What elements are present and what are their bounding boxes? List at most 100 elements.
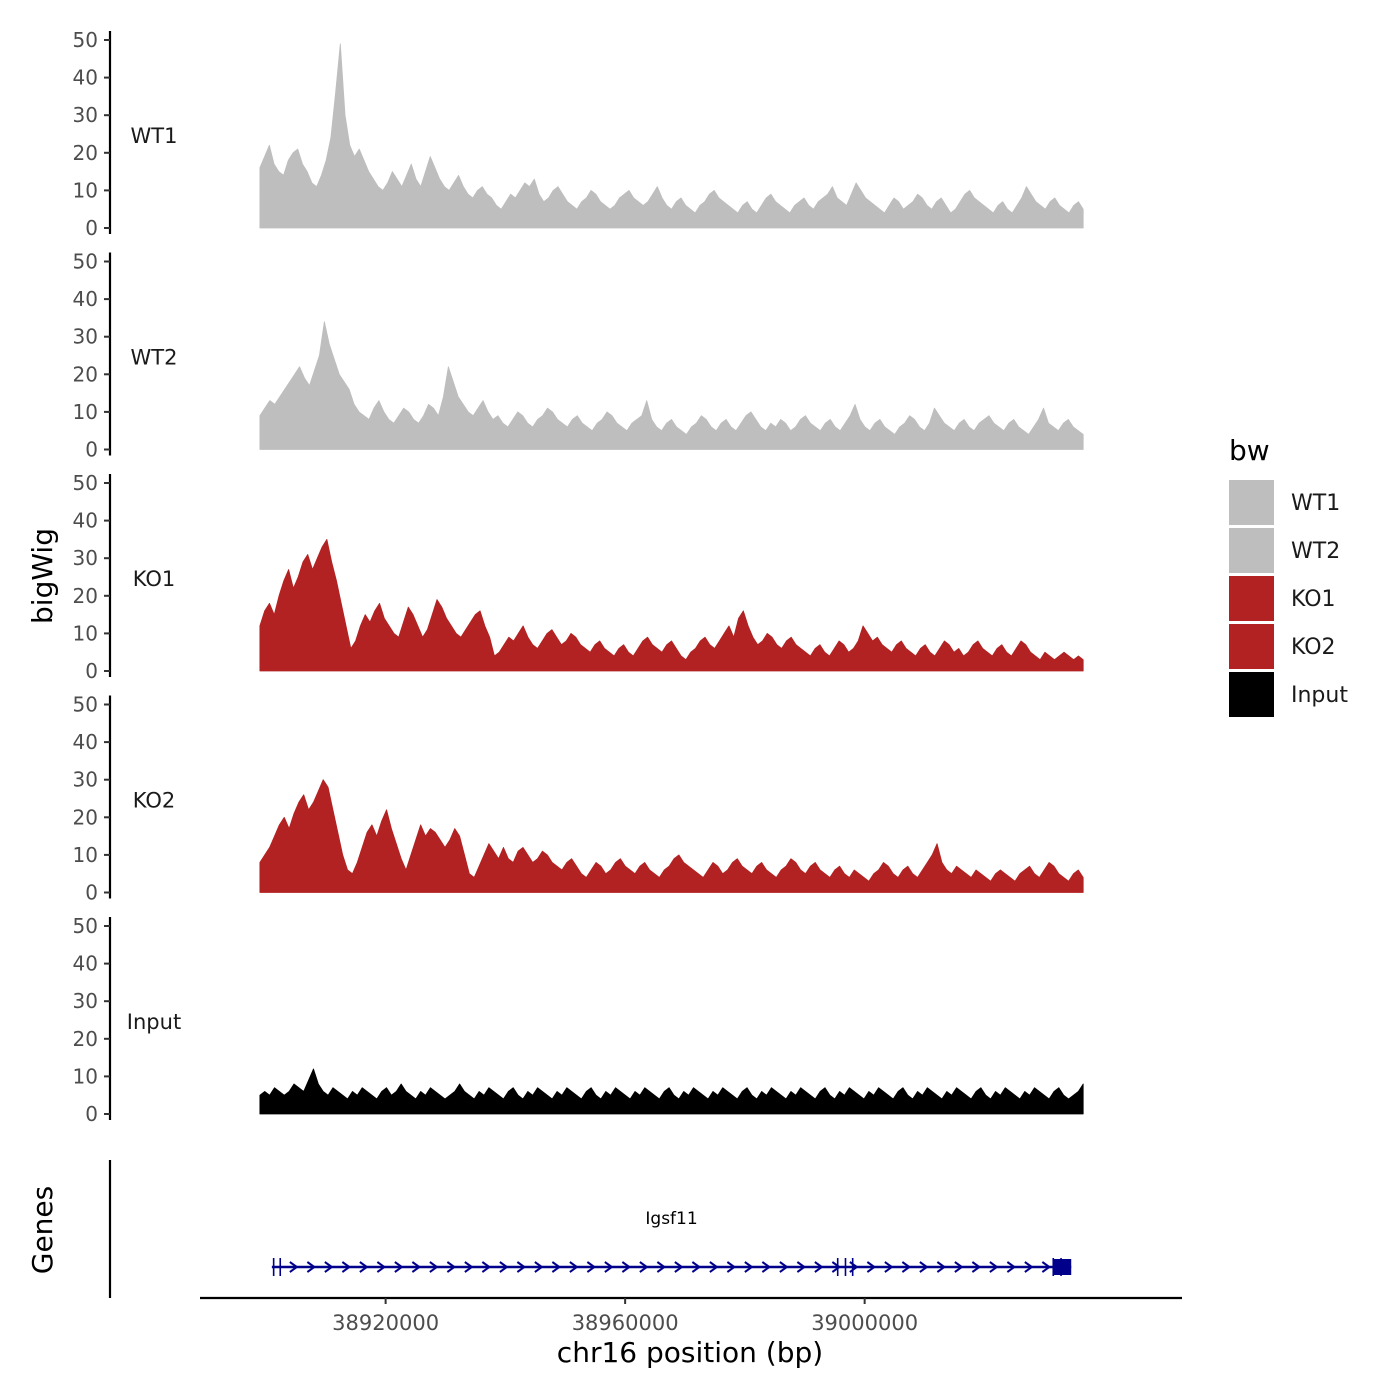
strand-arrow (551, 1261, 562, 1273)
y-tick-label: 40 (73, 952, 98, 976)
x-tick-label: 39000000 (811, 1311, 918, 1335)
strand-arrow (411, 1261, 422, 1273)
strand-arrow (796, 1261, 807, 1273)
x-tick-label: 38960000 (572, 1311, 679, 1335)
y-tick-label: 0 (85, 659, 98, 683)
legend-label-input: Input (1291, 683, 1348, 708)
track-label-ko1: KO1 (133, 567, 176, 591)
strand-arrow (971, 1261, 982, 1273)
y-tick-label: 30 (73, 103, 98, 127)
strand-arrow (989, 1261, 999, 1273)
track-label-wt1: WT1 (131, 124, 178, 148)
strand-arrow (761, 1261, 772, 1273)
genes-track-label: Genes (26, 1186, 59, 1274)
strand-arrow (656, 1261, 667, 1273)
strand-arrow (674, 1261, 684, 1273)
y-tick-label: 40 (73, 730, 98, 754)
y-tick-label: 50 (73, 693, 98, 717)
y-tick-label: 30 (73, 546, 98, 570)
y-tick-label: 10 (73, 400, 98, 424)
y-tick-label: 10 (73, 1064, 98, 1088)
legend: bw WT1 WT2 KO1 KO2 Input (1229, 434, 1348, 717)
terminal-exon (1053, 1259, 1072, 1275)
strand-arrow (1024, 1261, 1034, 1273)
signal-area-wt1 (259, 43, 1084, 229)
strand-arrow (394, 1261, 404, 1273)
strand-arrow (691, 1261, 702, 1273)
y-tick-label: 50 (73, 471, 98, 495)
strand-arrow (1041, 1261, 1052, 1273)
y-tick-label: 0 (85, 216, 98, 240)
track-label-wt2: WT2 (131, 346, 178, 370)
legend-key-ko1 (1229, 576, 1274, 621)
strand-arrow (499, 1261, 509, 1273)
track-label-input: Input (127, 1010, 181, 1034)
y-tick-label: 20 (73, 141, 98, 165)
y-tick-label: 0 (85, 438, 98, 462)
strand-arrow (831, 1261, 842, 1273)
strand-arrow (779, 1261, 789, 1273)
strand-arrow (376, 1261, 387, 1273)
y-tick-label: 10 (73, 843, 98, 867)
legend-label-wt1: WT1 (1291, 491, 1340, 516)
panel-wt1: 0 10 20 30 40 50 WT1 (73, 28, 1084, 240)
legend-key-ko2 (1229, 624, 1274, 669)
panel-wt2: 0 10 20 30 40 50 WT2 (73, 250, 1084, 462)
strand-arrow (901, 1261, 912, 1273)
y-tick-label: 0 (85, 1102, 98, 1126)
panel-ko1: 0 10 20 30 40 50 KO1 (73, 471, 1084, 683)
gene-igsf11: Igsf11 (271, 1209, 1072, 1276)
strand-arrow (639, 1261, 649, 1273)
y-tick-label: 20 (73, 805, 98, 829)
strand-arrow (866, 1261, 877, 1273)
gene-track: Igsf11 (108, 1160, 1072, 1298)
legend-label-ko2: KO2 (1291, 635, 1336, 660)
strand-arrow (324, 1261, 334, 1273)
strand-arrow (919, 1261, 929, 1273)
strand-arrow (464, 1261, 474, 1273)
x-axis-label: chr16 position (bp) (557, 1336, 823, 1369)
y-axis-label: bigWig (26, 528, 59, 624)
signal-area-wt2 (259, 321, 1084, 450)
y-tick-label: 50 (73, 914, 98, 938)
y-tick-label: 20 (73, 362, 98, 386)
strand-arrow (306, 1261, 317, 1273)
y-tick-label: 20 (73, 584, 98, 608)
strand-arrow (481, 1261, 492, 1273)
y-tick-label: 40 (73, 66, 98, 90)
strand-arrow (621, 1261, 632, 1273)
strand-arrow (604, 1261, 614, 1273)
panel-ko2: 0 10 20 30 40 50 KO2 (73, 693, 1084, 905)
strand-arrow (814, 1261, 824, 1273)
y-tick-label: 10 (73, 178, 98, 202)
y-tick-label: 50 (73, 250, 98, 274)
panel-input: 0 10 20 30 40 50 Input (73, 914, 1084, 1126)
y-tick-label: 40 (73, 287, 98, 311)
signal-area-input (259, 1068, 1084, 1115)
signal-area-ko2 (259, 779, 1084, 893)
legend-key-wt2 (1229, 528, 1274, 573)
legend-title: bw (1229, 434, 1270, 467)
strand-arrow (359, 1261, 369, 1273)
strand-arrow (709, 1261, 719, 1273)
signal-area-ko1 (259, 539, 1084, 672)
strand-arrow (534, 1261, 544, 1273)
x-axis: 38920000 38960000 39000000 (200, 1296, 1182, 1335)
strand-arrow (569, 1261, 579, 1273)
strand-arrow (954, 1261, 964, 1273)
strand-arrow (516, 1261, 527, 1273)
y-tick-label: 10 (73, 621, 98, 645)
y-tick-label: 30 (73, 325, 98, 349)
y-tick-label: 30 (73, 989, 98, 1013)
track-label-ko2: KO2 (133, 789, 176, 813)
y-tick-label: 30 (73, 768, 98, 792)
strand-arrow (429, 1261, 439, 1273)
x-tick-label: 38920000 (332, 1311, 439, 1335)
y-tick-label: 40 (73, 509, 98, 533)
strand-arrow (884, 1261, 894, 1273)
strand-arrow (1006, 1261, 1017, 1273)
strand-arrow (341, 1261, 352, 1273)
strand-arrow (726, 1261, 737, 1273)
strand-arrow (586, 1261, 597, 1273)
